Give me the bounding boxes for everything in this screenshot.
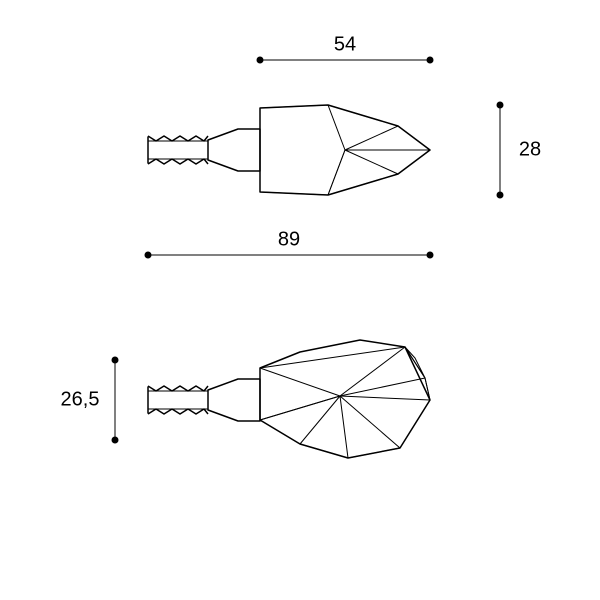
svg-text:89: 89 <box>278 228 300 250</box>
svg-text:28: 28 <box>519 138 541 160</box>
svg-text:54: 54 <box>334 33 356 55</box>
svg-text:26,5: 26,5 <box>61 388 100 410</box>
